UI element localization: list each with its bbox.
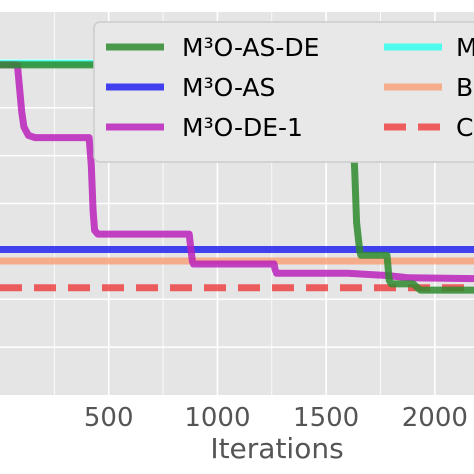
x-axis-ticks: 500 1000 1500 2000	[84, 403, 468, 433]
legend-label: M³O-DE-1	[182, 113, 303, 142]
legend-label: C	[456, 113, 473, 142]
x-tick-label: 1000	[184, 403, 250, 433]
legend-label: M³O-AS-DE	[182, 33, 319, 62]
legend-label: B	[456, 73, 473, 102]
x-tick-label: 500	[84, 403, 134, 433]
x-axis-label: Iterations	[210, 432, 343, 465]
legend-label: M	[456, 33, 474, 62]
legend: M³O-AS-DE M³O-AS M³O-DE-1 MBC	[93, 21, 474, 163]
x-tick-label: 1500	[293, 403, 359, 433]
series-line-2	[0, 61, 474, 283]
x-tick-label: 2000	[402, 403, 468, 433]
legend-label: M³O-AS	[182, 73, 275, 102]
legend-box	[93, 21, 474, 163]
